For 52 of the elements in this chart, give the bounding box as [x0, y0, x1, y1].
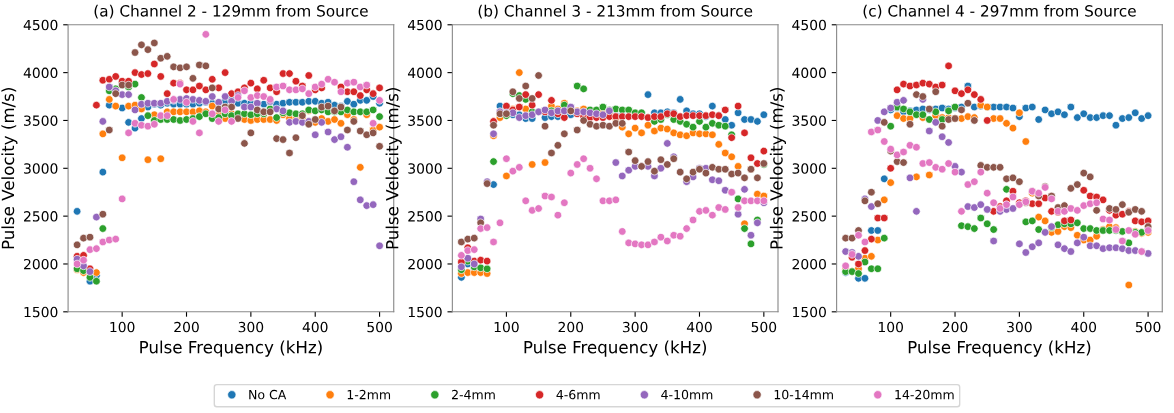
- y-tick-label: 3500: [792, 115, 826, 126]
- y-tick-label: 3500: [24, 115, 58, 126]
- y-tick-label: 4000: [407, 67, 442, 79]
- legend-label: No CA: [249, 389, 287, 400]
- y-tick-label: 2000: [24, 258, 58, 270]
- y-tick-label: 4500: [23, 19, 58, 31]
- y-tick-label: 3000: [408, 163, 442, 174]
- x-tick-label: 400: [302, 321, 328, 333]
- x-tick-label: 400: [1071, 321, 1097, 333]
- legend-label: 10-14mm: [774, 389, 833, 400]
- x-tick-label: 200: [942, 321, 968, 333]
- y-axis-title: Pulse Velocity (m/s): [769, 88, 786, 249]
- x-tick-label: 100: [110, 321, 135, 333]
- y-tick-label: 1500: [408, 306, 442, 318]
- chart-title: (a) Channel 2 - 129mm from Source: [94, 4, 368, 19]
- y-tick-label: 2500: [792, 211, 826, 222]
- x-tick-label: 500: [751, 321, 777, 333]
- y-axis-title: Pulse Velocity (m/s): [1, 88, 18, 249]
- legend-label: 2-4mm: [452, 389, 495, 400]
- legend-label: 14-20mm: [895, 389, 954, 400]
- y-tick-label: 3000: [792, 163, 826, 174]
- y-tick-label: 4000: [792, 67, 826, 79]
- y-tick-label: 3500: [408, 115, 442, 126]
- legend-label: 1-2mm: [347, 389, 391, 400]
- chart-title: (b) Channel 3 - 213mm from Source: [478, 4, 753, 19]
- x-tick-label: 300: [1007, 321, 1032, 333]
- x-tick-label: 300: [238, 321, 264, 333]
- x-axis-title: Pulse Frequency (kHz): [140, 340, 322, 357]
- y-tick-label: 1500: [793, 306, 826, 318]
- y-tick-label: 3000: [24, 163, 58, 174]
- y-tick-label: 1500: [24, 306, 58, 318]
- x-axis-title: Pulse Frequency (kHz): [524, 340, 706, 357]
- y-tick-label: 4500: [407, 19, 442, 31]
- x-tick-label: 100: [878, 321, 904, 333]
- x-tick-label: 400: [686, 321, 712, 333]
- y-tick-label: 2500: [408, 211, 442, 222]
- legend-label: 4-6mm: [556, 389, 600, 400]
- y-tick-label: 2000: [408, 258, 442, 270]
- x-tick-label: 500: [367, 321, 392, 333]
- chart-title: (c) Channel 4 - 297mm from Source: [863, 4, 1136, 19]
- legend-label: 4-10mm: [661, 389, 713, 400]
- y-tick-label: 2000: [792, 258, 826, 270]
- y-tick-label: 4000: [23, 67, 58, 79]
- x-tick-label: 200: [558, 321, 584, 333]
- x-tick-label: 100: [494, 321, 519, 333]
- x-axis-title: Pulse Frequency (kHz): [908, 340, 1091, 357]
- y-axis-title: Pulse Velocity (m/s): [385, 88, 402, 249]
- x-tick-label: 300: [622, 321, 648, 333]
- y-tick-label: 2500: [24, 211, 58, 222]
- x-tick-label: 200: [174, 321, 199, 333]
- x-tick-label: 500: [1135, 321, 1161, 333]
- y-tick-label: 4500: [792, 19, 826, 31]
